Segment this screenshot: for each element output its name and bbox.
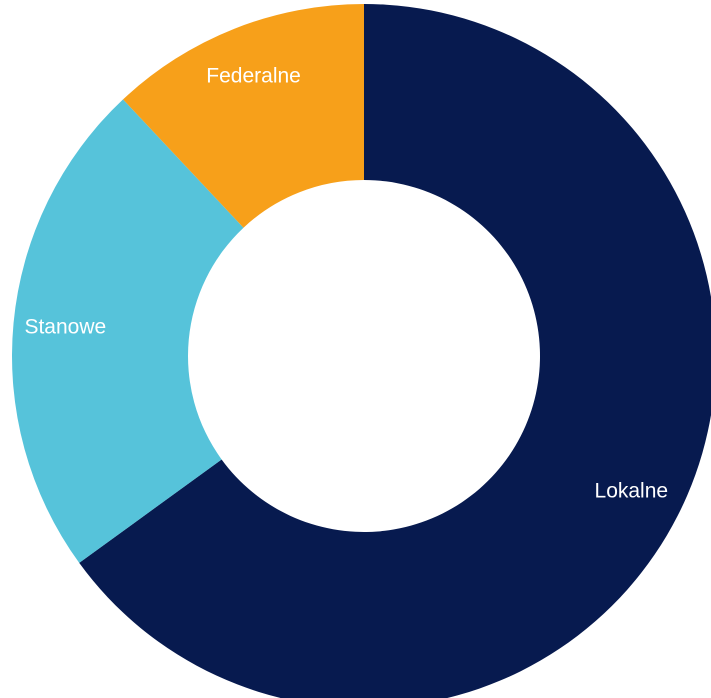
slice-federalne [123,4,364,228]
donut-labels: Lokalne Stanowe Federalne [24,65,668,503]
slice-stanowe [12,99,244,563]
slice-label-stanowe: Stanowe [24,315,106,338]
slice-label-lokalne: Lokalne [595,480,669,503]
slice-lokalne [79,4,711,698]
donut-slices [12,4,711,698]
slice-label-federalne: Federalne [206,65,301,88]
